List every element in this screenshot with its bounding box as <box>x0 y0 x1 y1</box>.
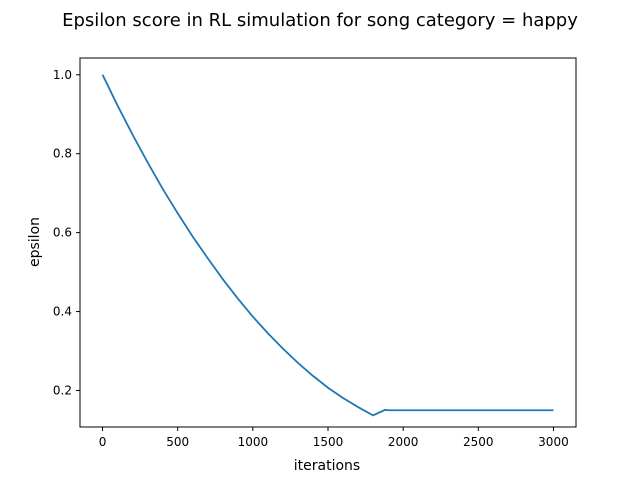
y-tick-label: 0.6 <box>53 226 72 240</box>
y-tick-label: 0.2 <box>53 383 72 397</box>
series-line <box>101 74 554 417</box>
y-tick-label: 0.8 <box>53 147 72 161</box>
x-tick-label: 0 <box>99 435 107 449</box>
x-tick-label: 1500 <box>313 435 344 449</box>
x-axis: 0 500 1000 1500 2000 2500 3000 <box>99 427 569 449</box>
x-tick-label: 1000 <box>238 435 269 449</box>
y-axis: 0.2 0.4 0.6 0.8 1.0 <box>53 68 80 397</box>
y-tick-label: 1.0 <box>53 68 72 82</box>
x-axis-label: iterations <box>294 458 360 474</box>
chart-title: Epsilon score in RL simulation for song … <box>62 10 578 31</box>
x-tick-label: 2000 <box>388 435 419 449</box>
y-axis-label: epsilon <box>27 217 43 267</box>
x-tick-label: 2500 <box>463 435 494 449</box>
x-tick-label: 3000 <box>538 435 569 449</box>
y-tick-label: 0.4 <box>53 305 72 319</box>
x-tick-label: 500 <box>166 435 189 449</box>
plot-area: 0 500 1000 1500 2000 2500 3000 0.2 0.4 0.6 0.8 1.0 <box>53 57 577 449</box>
